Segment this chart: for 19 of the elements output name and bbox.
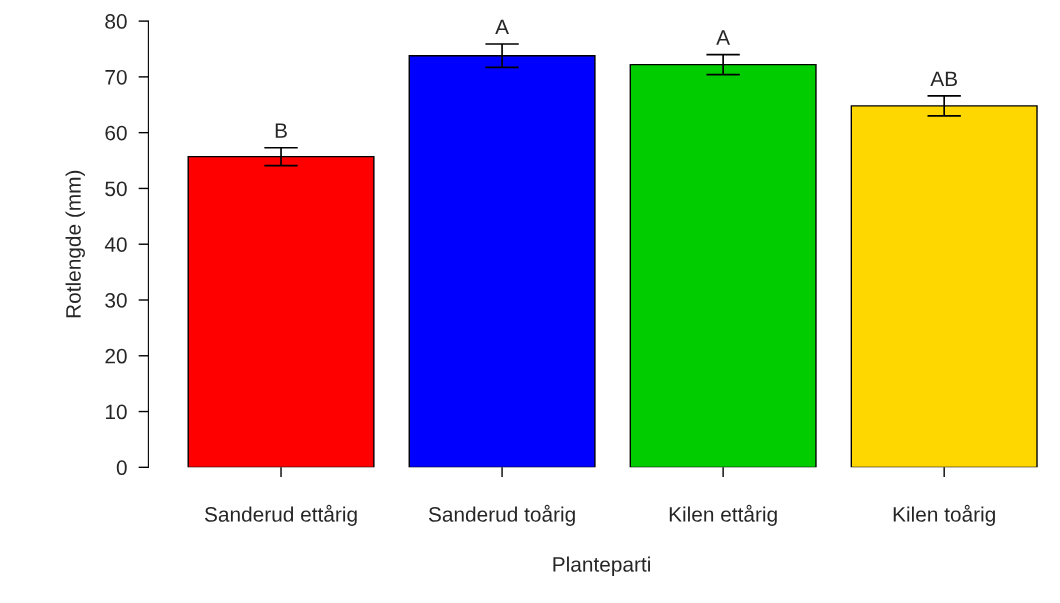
annotation: AB	[930, 71, 957, 86]
y-tick-label: 0	[116, 460, 127, 476]
x-tick-label: Kilen ettårig	[669, 504, 777, 526]
y-tick-label: 30	[105, 292, 127, 308]
annotation: B	[275, 123, 287, 138]
y-tick-label: 60	[105, 125, 127, 141]
y-tick-label: 80	[105, 14, 127, 29]
annotation: A	[495, 19, 509, 35]
y-tick-label: 70	[105, 69, 127, 85]
x-tick-label: Kilen toårig	[893, 504, 995, 526]
x-tick-label: Sanderud toårig	[428, 504, 575, 526]
y-tick-label: 40	[104, 237, 127, 252]
annotation: A	[716, 30, 731, 45]
y-tick-label: 10	[105, 404, 127, 420]
x-axis-title: Planteparti	[553, 556, 650, 576]
y-tick-label: 20	[105, 348, 127, 364]
x-tick-label: Sanderud ettårig	[204, 504, 357, 526]
y-axis-title: Rotlengde (mm)	[65, 170, 85, 318]
y-tick-label: 50	[105, 181, 127, 197]
